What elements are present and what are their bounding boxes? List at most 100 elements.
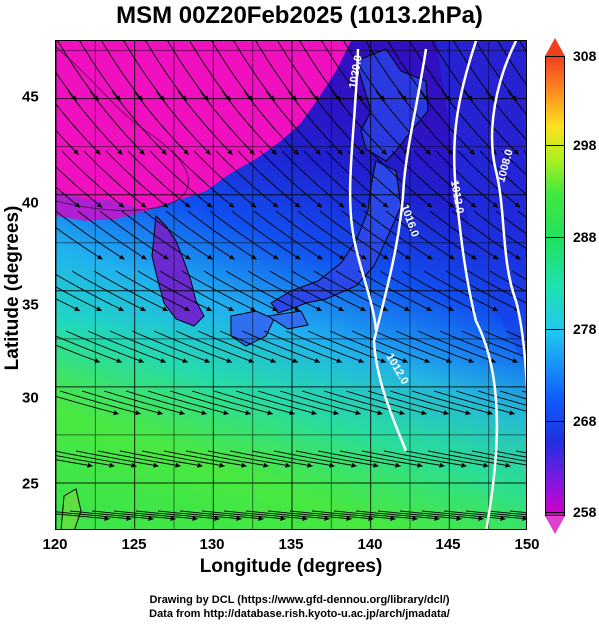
streamline-arrowhead [206, 202, 213, 208]
streamline [159, 270, 235, 312]
credit-drawing: Drawing by DCL (https://www.gfd-dennou.o… [149, 594, 450, 606]
streamline [241, 330, 321, 363]
streamline [229, 450, 313, 467]
streamline [285, 330, 365, 363]
colorbar [545, 38, 575, 534]
streamline-arrowhead [201, 410, 207, 416]
streamline-arrowhead [382, 202, 389, 208]
streamline-arrowhead [426, 202, 433, 208]
streamline [487, 510, 526, 516]
streamline [391, 150, 455, 208]
streamline [375, 90, 431, 156]
streamline [309, 90, 365, 156]
streamline-arrowhead [93, 95, 99, 101]
streamline-arrowhead [467, 95, 473, 101]
streamline-arrowhead [522, 516, 526, 521]
streamline [257, 390, 339, 415]
streamline [105, 150, 169, 208]
streamline [465, 510, 526, 518]
streamline [435, 150, 499, 208]
streamline-arrowhead [258, 516, 264, 521]
streamline-arrowhead [339, 254, 345, 260]
streamline [495, 210, 526, 235]
streamline [449, 450, 526, 466]
streamline-arrowhead [113, 410, 119, 416]
streamline [333, 510, 418, 520]
streamline [467, 270, 526, 304]
streamline [143, 210, 213, 260]
colorbar-min-arrow [545, 516, 565, 534]
y-tick-35: 35 [22, 296, 39, 314]
colorbar-tick-258: 258 [573, 504, 597, 520]
streamline-arrowhead [96, 202, 103, 208]
streamline-arrowhead [449, 254, 455, 260]
streamline [57, 41, 99, 102]
streamline [247, 270, 323, 312]
streamline [267, 510, 352, 520]
streamline-arrowhead [357, 95, 363, 101]
streamline-arrowhead [448, 202, 455, 208]
streamline-arrowhead [443, 410, 449, 416]
streamline-arrowhead [493, 254, 499, 260]
shikoku [266, 310, 309, 330]
streamline-arrowhead [425, 149, 431, 155]
streamline-arrowhead [179, 410, 185, 416]
streamline-arrowhead [269, 95, 275, 101]
streamline [167, 41, 209, 102]
streamline-arrowhead [73, 149, 79, 155]
streamline [417, 330, 497, 363]
chart-title: MSM 00Z20Feb2025 (1013.2hPa) [116, 2, 483, 29]
streamline [56, 274, 125, 312]
streamline-arrowhead [295, 254, 301, 260]
streamline [197, 330, 277, 363]
streamline [421, 510, 506, 520]
streamline [56, 455, 115, 467]
streamline-arrowhead [439, 462, 445, 468]
streamline [357, 270, 433, 312]
streamline [307, 330, 387, 363]
streamline [157, 510, 242, 520]
streamline [493, 450, 526, 458]
streamline-arrowhead [456, 516, 462, 521]
streamline-arrowhead [314, 358, 320, 363]
streamline-arrowhead [184, 202, 191, 208]
streamline [141, 450, 225, 467]
streamline-arrowhead [292, 358, 298, 363]
streamline [277, 41, 319, 102]
streamline [209, 210, 279, 260]
streamline-arrowhead [317, 254, 323, 260]
streamline-arrowhead [465, 410, 471, 416]
isobar-label-1012: 1012.0 [448, 179, 466, 214]
streamline-arrowhead [272, 202, 279, 208]
wind-streamlines [56, 41, 526, 520]
streamline-arrowhead [381, 149, 387, 155]
streamline-arrowhead [514, 202, 521, 208]
streamline-arrowhead [214, 516, 220, 521]
streamline [389, 390, 471, 415]
streamline-arrowhead [162, 306, 168, 311]
streamline [383, 450, 467, 467]
streamline [301, 390, 383, 415]
streamline [99, 210, 169, 260]
streamline-arrowhead [192, 516, 198, 521]
colorbar-tick-288: 288 [573, 229, 597, 245]
streamline-arrowhead [115, 95, 121, 101]
streamline [133, 90, 189, 156]
streamline-arrowhead [241, 462, 247, 468]
streamline [367, 390, 449, 415]
wind-arrowheads [56, 95, 526, 521]
streamline [273, 450, 357, 467]
streamline-arrowhead [470, 202, 477, 208]
streamline [56, 511, 132, 520]
streamline [191, 390, 273, 415]
streamline [361, 450, 445, 467]
streamline [56, 71, 77, 102]
streamline [163, 450, 247, 467]
streamline [181, 270, 257, 312]
streamline [477, 390, 526, 406]
streamline-arrowhead [511, 95, 517, 101]
streamline [87, 330, 167, 363]
streamline [405, 450, 489, 467]
streamline [511, 270, 526, 280]
streamline-arrowhead [157, 410, 163, 416]
